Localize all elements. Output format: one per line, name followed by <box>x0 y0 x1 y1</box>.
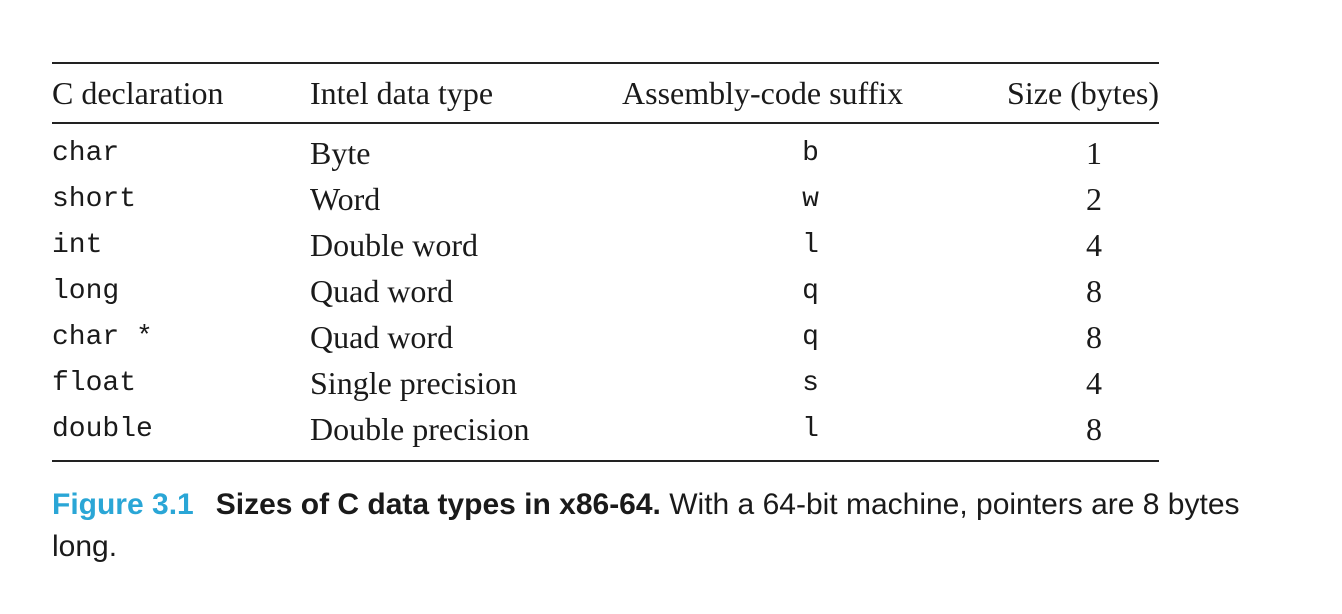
cell-c-declaration: short <box>52 183 137 215</box>
figure-title: Sizes of C data types in x86-64. <box>215 488 661 521</box>
cell-size-bytes: 8 <box>1086 410 1102 447</box>
figure-caption: Figure 3.1 Sizes of C data types in x86-6… <box>52 484 1312 568</box>
cell-c-declaration: float <box>52 367 137 399</box>
cell-size-bytes: 1 <box>1086 134 1102 171</box>
cell-assembly-suffix: b <box>802 137 819 169</box>
cell-intel-data-type: Double word <box>310 226 478 263</box>
header-intel-data-type: Intel data type <box>310 74 494 111</box>
cell-assembly-suffix: l <box>802 229 819 261</box>
table-row: float Single precision s 4 <box>52 360 1159 406</box>
cell-assembly-suffix: l <box>802 413 819 445</box>
cell-size-bytes: 4 <box>1086 226 1102 263</box>
figure-caption-text: With a 64-bit machine, pointers are 8 by… <box>52 488 1240 563</box>
table-row: double Double precision l 8 <box>52 406 1159 461</box>
table-row: int Double word l 4 <box>52 222 1159 268</box>
cell-c-declaration: double <box>52 413 153 445</box>
cell-intel-data-type: Double precision <box>310 410 530 447</box>
cell-assembly-suffix: s <box>802 367 819 399</box>
table-row: short Word w 2 <box>52 176 1159 222</box>
table-row: long Quad word q 8 <box>52 268 1159 314</box>
cell-c-declaration: int <box>52 229 103 261</box>
cell-size-bytes: 4 <box>1086 364 1102 401</box>
cell-size-bytes: 8 <box>1086 272 1102 309</box>
figure-number: Figure 3.1 <box>52 488 194 521</box>
header-size-bytes: Size (bytes) <box>1007 74 1159 111</box>
data-types-table: C declaration Intel data type Assembly-c… <box>52 62 1159 462</box>
cell-assembly-suffix: q <box>802 275 819 307</box>
cell-intel-data-type: Quad word <box>310 318 454 355</box>
table-header-row: C declaration Intel data type Assembly-c… <box>52 63 1159 123</box>
cell-size-bytes: 8 <box>1086 318 1102 355</box>
cell-intel-data-type: Quad word <box>310 272 454 309</box>
table-row: char Byte b 1 <box>52 123 1159 176</box>
cell-size-bytes: 2 <box>1086 180 1102 217</box>
data-types-table-container: C declaration Intel data type Assembly-c… <box>52 62 1159 462</box>
cell-intel-data-type: Byte <box>310 134 371 171</box>
cell-intel-data-type: Single precision <box>310 364 518 401</box>
table-row: char * Quad word q 8 <box>52 314 1159 360</box>
cell-assembly-suffix: q <box>802 321 819 353</box>
cell-assembly-suffix: w <box>802 183 819 215</box>
cell-intel-data-type: Word <box>310 180 381 217</box>
cell-c-declaration: char * <box>52 321 153 353</box>
header-assembly-suffix: Assembly-code suffix <box>622 74 904 111</box>
header-c-declaration: C declaration <box>52 74 224 111</box>
cell-c-declaration: char <box>52 137 120 169</box>
cell-c-declaration: long <box>52 275 120 307</box>
